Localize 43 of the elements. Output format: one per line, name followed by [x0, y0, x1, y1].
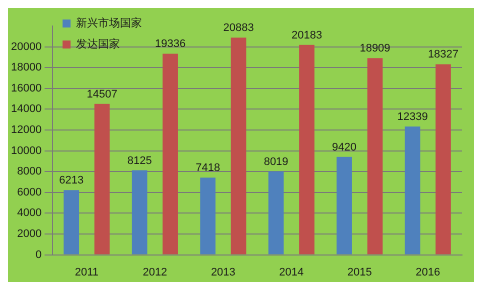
bar: [94, 104, 110, 254]
bar: [268, 171, 284, 254]
x-tick-label: 2016: [416, 266, 440, 278]
data-label: 18909: [360, 42, 390, 55]
data-label: 19336: [154, 38, 186, 50]
y-tick-label: 4000: [17, 207, 42, 220]
data-label: 8125: [127, 154, 152, 167]
bar: [336, 156, 352, 254]
y-tick-label: 12000: [10, 124, 42, 136]
bar: [132, 170, 148, 254]
data-label: 7418: [196, 162, 220, 174]
bar: [64, 190, 80, 254]
x-tick-label: 2014: [279, 266, 304, 278]
data-label: 20883: [223, 22, 254, 34]
data-label: 8019: [264, 156, 288, 168]
y-tick-label: 10000: [10, 144, 42, 157]
y-tick-label: 20000: [10, 40, 42, 53]
bar: [367, 58, 383, 254]
y-tick-label: 16000: [10, 82, 42, 94]
bar: [299, 44, 314, 254]
data-label: 18327: [428, 48, 459, 61]
bar: [404, 126, 420, 254]
bar: [230, 38, 246, 254]
y-tick-label: 14000: [10, 103, 42, 116]
y-tick-label: 8000: [17, 166, 42, 178]
data-label: 9420: [332, 141, 357, 154]
x-tick-label: 2012: [142, 266, 168, 278]
data-label: 14507: [86, 88, 118, 100]
x-tick-label: 2015: [347, 266, 372, 278]
bar: [436, 64, 451, 254]
data-label: 20183: [291, 29, 322, 42]
x-tick-label: 2011: [74, 266, 99, 278]
bar: [200, 178, 216, 254]
legend-label: 新兴市场国家: [76, 16, 142, 30]
y-tick-label: 6000: [17, 186, 42, 198]
legend-label: 发达国家: [76, 37, 120, 50]
x-tick-label: 2013: [210, 266, 236, 278]
data-label: 6213: [59, 174, 84, 187]
y-tick-label: 0: [35, 248, 42, 261]
data-label: 12339: [397, 111, 428, 124]
y-tick-label: 2000: [17, 228, 42, 240]
y-tick-label: 18000: [10, 62, 42, 74]
bar: [162, 54, 178, 254]
